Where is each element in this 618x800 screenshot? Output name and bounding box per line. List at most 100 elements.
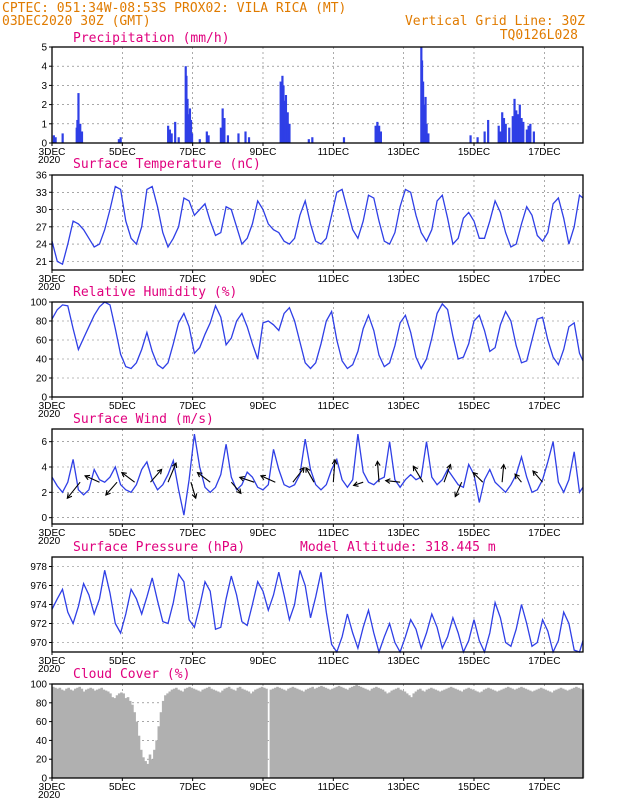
wind-arrow-head [514, 473, 520, 480]
precip-bar [167, 125, 170, 143]
cloud-bar [379, 688, 383, 778]
wind-xtick-label: 9DEC [250, 528, 277, 539]
wind-arrow-head [238, 475, 245, 482]
wind-arrow [352, 481, 364, 487]
cloud-bar [287, 688, 290, 778]
wind-arrow [331, 458, 338, 483]
cloud-bar [392, 689, 396, 778]
wind-series-line [51, 433, 584, 516]
wind-year-label: 2020 [38, 536, 61, 547]
cloud-bar [177, 689, 180, 778]
cloud-bar [302, 691, 306, 778]
cloud-bar [280, 688, 284, 778]
pressure-xtick-label: 9DEC [250, 656, 277, 667]
cloud-bar [161, 700, 165, 778]
cloud-title: Cloud Cover (%) [73, 667, 190, 682]
cloud-bar [561, 688, 565, 778]
humidity-xtick-label: 15DEC [458, 401, 490, 412]
cloud-bar [148, 754, 152, 778]
humidity-ytick-label: 60 [36, 336, 48, 347]
cloud-bar [142, 757, 145, 778]
humidity-xtick-label: 5DEC [109, 401, 136, 412]
cloud-bar [76, 687, 79, 778]
cloud-bar [579, 688, 583, 778]
cloud-bar [559, 687, 563, 778]
pressure-xtick-label: 5DEC [109, 656, 136, 667]
temperature-ytick-label: 33 [36, 188, 48, 199]
cloud-bar [412, 693, 416, 778]
precip-bar [282, 85, 285, 143]
cloud-bar [124, 698, 128, 778]
cloud-ytick-label: 100 [30, 680, 47, 691]
cloud-bar [511, 688, 514, 778]
precip-bar [483, 131, 486, 143]
cloud-bar [456, 689, 460, 778]
wind-arrow-shaft [190, 482, 197, 499]
cloud-bar [375, 686, 378, 778]
cloud-bar [337, 685, 341, 778]
pressure-xtick-label: 7DEC [179, 656, 206, 667]
pressure-ytick-label: 972 [30, 619, 47, 630]
temperature-series-line [51, 185, 584, 266]
cloud-bar [104, 690, 108, 778]
cloud-bar [137, 735, 141, 778]
temperature-ytick-label: 24 [36, 240, 48, 251]
cloud-bar [315, 687, 319, 778]
cloud-bar [416, 689, 420, 778]
humidity-xtick-label: 13DEC [388, 401, 420, 412]
cloud-bar [331, 688, 334, 778]
cloud-bar [478, 692, 481, 778]
cloud-year-label: 2020 [38, 790, 61, 800]
cloud-bar [298, 689, 301, 778]
precip-bar [77, 93, 80, 143]
cloud-bar [205, 687, 209, 778]
precip-title: Precipitation (mm/h) [73, 31, 230, 46]
cloud-bar [159, 712, 163, 778]
precip-bar [237, 133, 240, 143]
wind-arrow-shaft [167, 462, 177, 483]
wind-arrow-head [532, 470, 538, 477]
wind-arrow-head [156, 468, 163, 475]
cloud-bar [348, 687, 352, 778]
wind-arrow-head [171, 461, 178, 469]
wind-arrow-head [191, 493, 198, 500]
wind-arrow-head [331, 458, 338, 465]
humidity-frame [51, 301, 584, 398]
precip-bar [501, 112, 504, 143]
wind-title: Surface Wind (m/s) [73, 412, 214, 427]
wind-ytick-label: 2 [41, 488, 47, 499]
cloud-bar [117, 693, 121, 778]
temperature-frame [51, 174, 584, 271]
cloud-bar [372, 687, 376, 778]
cloud-xtick-label: 13DEC [388, 782, 420, 793]
precip-bar [187, 114, 190, 143]
cloud-bar [324, 687, 328, 778]
wind-arrow-head [374, 460, 381, 467]
precip-bar [378, 125, 381, 143]
cloud-bar [93, 690, 97, 778]
wind-arrow [305, 466, 315, 483]
cloud-bar [425, 689, 429, 778]
cloud-bar [335, 686, 339, 778]
precip-bar [311, 137, 314, 143]
cloud-bar [115, 695, 119, 778]
humidity-ytick-label: 40 [36, 355, 48, 366]
cloud-bar [155, 740, 158, 778]
cloud-bar [566, 690, 569, 778]
precip-bar [497, 125, 500, 143]
precip-bar [226, 135, 230, 143]
wind-arrow [384, 478, 401, 484]
precip-bar [198, 139, 201, 143]
cloud-bar [157, 726, 161, 778]
cloud-bar [245, 690, 249, 778]
wind-arrow-shaft [332, 459, 336, 483]
cloud-bar [243, 689, 246, 778]
wind-arrow-head [196, 471, 203, 478]
wind-arrow-shaft [150, 469, 163, 483]
precip-bar [279, 81, 282, 143]
wind-arrow-shaft [230, 481, 242, 494]
cloud-bar [458, 690, 462, 778]
cloud-bar [109, 693, 112, 778]
cloud-bar [309, 687, 312, 778]
temperature-xtick-label: 3DEC [39, 274, 66, 285]
